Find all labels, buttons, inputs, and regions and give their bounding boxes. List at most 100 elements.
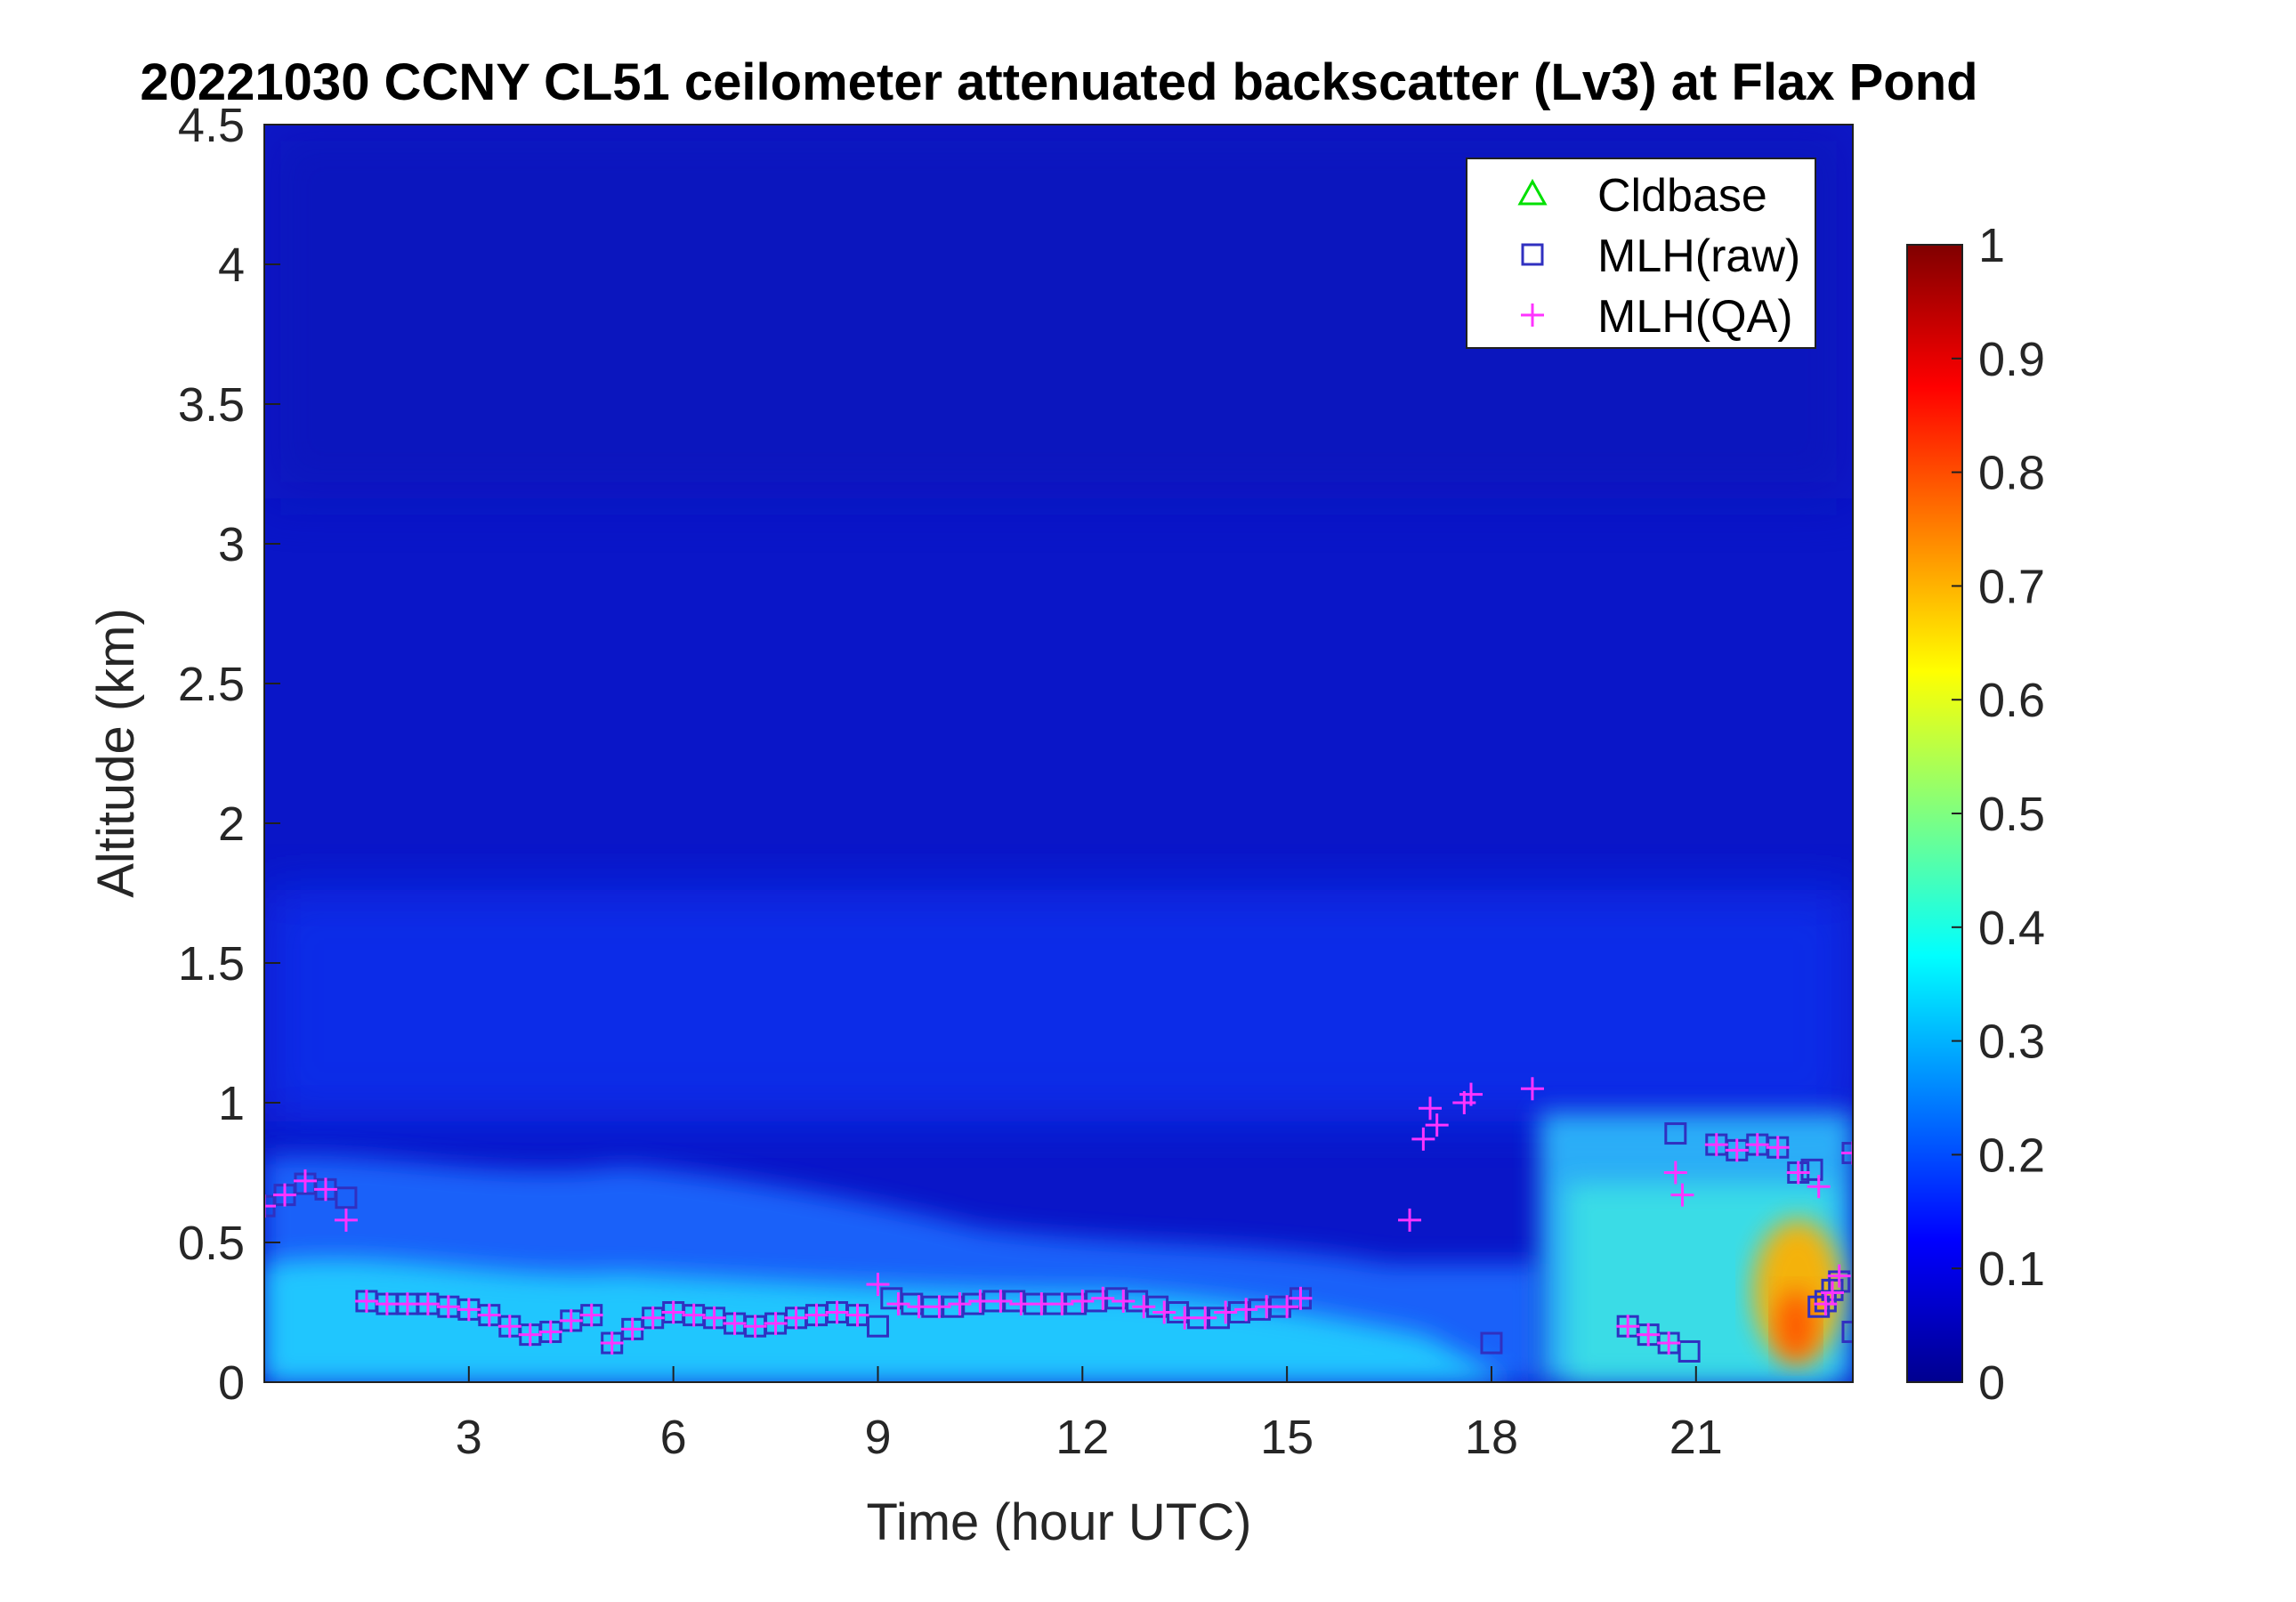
mlh-qa-point [661, 1300, 685, 1324]
y-tick-label: 0 [218, 1356, 245, 1410]
mlh-qa-point [518, 1323, 542, 1347]
mlh-qa-point [1173, 1306, 1197, 1330]
mlh-qa-point [784, 1306, 808, 1330]
y-tick-label: 1.5 [178, 937, 245, 991]
y-tick-label: 3 [218, 518, 245, 571]
x-tick-label: 15 [1260, 1411, 1314, 1464]
mlh-qa-point [907, 1295, 931, 1319]
colorbar-tick-label: 0.2 [1978, 1129, 2045, 1182]
mlh-qa-point [600, 1331, 624, 1355]
mlh-raw-point [866, 1315, 889, 1338]
mlh-raw-point [335, 1186, 358, 1210]
legend-label: MLH(raw) [1597, 231, 1800, 282]
mlh-qa-point [682, 1303, 706, 1327]
legend: Cldbase MLH(raw) MLH(QA) [1466, 158, 1816, 349]
x-tick-label: 12 [1055, 1411, 1109, 1464]
y-tick-label: 2 [218, 797, 245, 851]
mlh-qa-point [927, 1295, 951, 1319]
mlh-raw-point [1807, 1295, 1831, 1318]
mlh-qa-point [395, 1292, 419, 1316]
mlh-qa-point [1425, 1113, 1449, 1137]
y-tick-label: 1 [218, 1077, 245, 1130]
colorbar-tick-label: 0.8 [1978, 447, 2045, 500]
mlh-qa-point [702, 1306, 726, 1330]
mlh-qa-point [845, 1303, 869, 1327]
mlh-qa-point [1745, 1133, 1769, 1157]
mlh-qa-point [334, 1208, 358, 1232]
colorbar-tick-label: 0.3 [1978, 1015, 2045, 1069]
legend-marker [1521, 243, 1544, 266]
mlh-qa-point [1821, 1281, 1845, 1305]
colorbar-tick-label: 0.6 [1978, 674, 2045, 727]
mlh-qa-point [293, 1169, 317, 1193]
mlh-qa-point [579, 1303, 603, 1327]
mlh-qa-point [1411, 1127, 1435, 1151]
mlh-qa-point [559, 1308, 583, 1332]
legend-marker [1517, 178, 1548, 206]
colorbar-tick-label: 0.5 [1978, 788, 2045, 841]
mlh-qa-point [416, 1292, 440, 1316]
y-tick-label: 4 [218, 239, 245, 292]
mlh-qa-point [1152, 1300, 1176, 1324]
mlh-qa-point [354, 1289, 378, 1313]
plot-frame [263, 124, 1854, 1383]
mlh-qa-point [477, 1303, 501, 1327]
mlh-qa-point [948, 1292, 972, 1316]
mlh-qa-point [1786, 1161, 1810, 1185]
mlh-qa-point [1670, 1183, 1694, 1207]
x-tick-label: 3 [456, 1411, 482, 1464]
mlh-qa-point [1807, 1175, 1831, 1199]
mlh-qa-point [1091, 1286, 1115, 1310]
colorbar-tick-label: 0.9 [1978, 333, 2045, 386]
mlh-qa-point [1657, 1331, 1681, 1355]
mlh-qa-point [1616, 1315, 1640, 1339]
y-tick-label: 4.5 [178, 99, 245, 152]
legend-label: MLH(QA) [1597, 291, 1793, 343]
mlh-qa-point [743, 1315, 767, 1339]
mlh-qa-point [1275, 1295, 1299, 1319]
mlh-qa-point [1030, 1292, 1054, 1316]
mlh-qa-point [764, 1312, 788, 1336]
mlh-raw-point [1800, 1158, 1823, 1181]
mlh-qa-point [1520, 1077, 1544, 1101]
mlh-qa-point [1009, 1292, 1033, 1316]
y-tick-label: 3.5 [178, 378, 245, 432]
mlh-qa-point [1704, 1133, 1728, 1157]
mlh-qa-point [1234, 1298, 1258, 1322]
legend-items: Cldbase MLH(raw) MLH(QA) [1517, 170, 1800, 343]
aerosol-plume [1753, 1219, 1842, 1362]
colorbar-tick-label: 0.1 [1978, 1242, 2045, 1296]
mlh-qa-point [1663, 1161, 1687, 1185]
heatmap-lower-band [264, 890, 1853, 1121]
mlh-qa-point [1725, 1138, 1749, 1162]
mlh-qa-point [313, 1177, 337, 1202]
mlh-qa-point [1214, 1300, 1238, 1324]
mlh-qa-point [375, 1292, 399, 1316]
mlh-qa-point [1255, 1295, 1279, 1319]
mlh-qa-point [1637, 1323, 1661, 1347]
legend-label: Cldbase [1597, 170, 1767, 222]
mlh-qa-point [804, 1303, 829, 1327]
mlh-qa-point [272, 1183, 296, 1207]
x-tick-label: 18 [1465, 1411, 1518, 1464]
x-tick-label: 9 [864, 1411, 891, 1464]
mlh-qa-point [457, 1298, 481, 1322]
mlh-raw-point [1480, 1331, 1503, 1355]
colorbar-tick-label: 0 [1978, 1356, 2005, 1410]
mlh-qa-point [1419, 1096, 1443, 1121]
mlh-qa-point [1398, 1208, 1422, 1232]
aerosol-plume-core [1776, 1290, 1815, 1362]
mlh-qa-point [1459, 1082, 1483, 1106]
mlh-qa-point [723, 1312, 747, 1336]
x-axis-label: Time (hour UTC) [867, 1493, 1252, 1551]
mlh-qa-point [1766, 1136, 1790, 1160]
mlh-qa-point [497, 1315, 521, 1339]
x-axis: 3 6 9 12 15 18 21 [456, 1366, 1723, 1464]
mlh-qa-point [436, 1295, 460, 1319]
mlh-qa-point [620, 1317, 644, 1341]
marker-layer [264, 1077, 1853, 1363]
colorbar: 0 0.1 0.2 0.3 0.4 0.5 0.6 0.7 0.8 0.9 1 [1906, 219, 2045, 1410]
mlh-qa-point [1050, 1292, 1074, 1316]
mlh-qa-point [641, 1306, 665, 1330]
